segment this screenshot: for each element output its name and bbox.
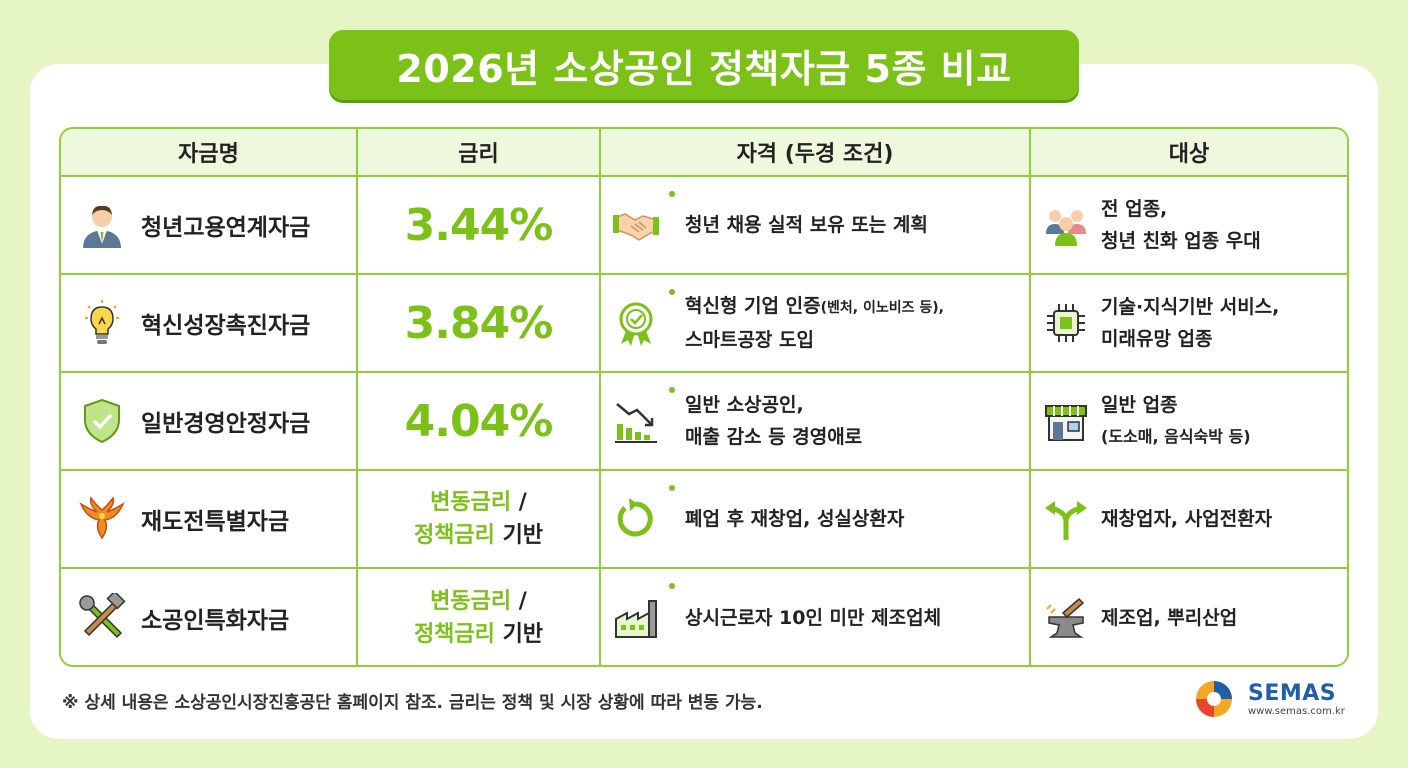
header-name: 자금명: [61, 129, 358, 175]
restart-arrow-icon: [617, 498, 653, 537]
phoenix-icon: [79, 496, 125, 540]
semas-logo: SEMAS www.semas.com.kr: [1192, 678, 1345, 720]
fund-name: 재도전특별자금: [141, 509, 290, 535]
rate-type-policy: 정책금리: [413, 622, 495, 647]
storefront-icon: [1045, 405, 1087, 441]
table-row: 청년고용연계자금 3.44% 청년 채용 실적 보유 또는 계획: [61, 177, 1347, 275]
lightbulb-icon: [85, 300, 119, 344]
target-text: 일반 업종: [1101, 394, 1178, 416]
rate-type-variable: 변동금리: [430, 490, 512, 515]
businessman-icon: [83, 205, 121, 248]
bullet-dot: [669, 485, 675, 491]
target-text: 기술·지식기반 서비스,: [1101, 296, 1280, 318]
anvil-icon: [1046, 597, 1085, 638]
rate-basis: 기반: [494, 523, 544, 548]
header-qualification: 자격 (두경 조건): [601, 129, 1031, 175]
interest-rate: 3.84%: [404, 297, 554, 349]
certificate-badge-icon: [619, 302, 653, 346]
rate-separator: /: [511, 589, 527, 614]
footer-note: ※ 상세 내용은 소상공인시장진흥공단 홈페이지 참조. 금리는 정책 및 시장…: [62, 693, 763, 713]
fund-name: 혁신성장촉진자금: [141, 313, 311, 339]
fund-name: 소공인특화자금: [141, 608, 290, 634]
handshake-icon: [613, 213, 659, 241]
target-text: 제조업, 뿌리산업: [1101, 607, 1238, 629]
table-row: 혁신성장촉진자금 3.84% 혁신형 기업 인증(벤처, 이노비즈 등), 스마…: [61, 275, 1347, 373]
factory-icon: [615, 600, 657, 638]
fund-name: 일반경영안정자금: [141, 411, 311, 437]
qualification-text: 일반 소상공인,: [685, 394, 804, 416]
rate-basis: 기반: [494, 622, 544, 647]
qualification-text: 스마트공장 도입: [685, 329, 814, 351]
interest-rate: 4.04%: [404, 395, 554, 447]
people-group-icon: [1046, 210, 1086, 246]
target-text: 재창업자, 사업전환자: [1101, 508, 1273, 530]
target-text: 청년 친화 업종 우대: [1101, 230, 1261, 252]
bullet-dot: [669, 387, 675, 393]
rate-type-variable: 변동금리: [430, 589, 512, 614]
bullet-dot: [669, 583, 675, 589]
qualification-text: 청년 채용 실적 보유 또는 계획: [685, 214, 928, 236]
page-title: 2026년 소상공인 정책자금 5종 비교: [329, 30, 1079, 100]
rate-separator: /: [511, 490, 527, 515]
comparison-table: 자금명 금리 자격 (두경 조건) 대상 청년고용연계자금 3.44%: [59, 127, 1349, 667]
tools-icon: [79, 593, 126, 639]
declining-chart-icon: [615, 403, 657, 443]
table-row: 소공인특화자금 변동금리 / 정책금리 기반 상시근로자 10인 미만 제조업체: [61, 569, 1347, 665]
split-arrow-icon: [1045, 501, 1087, 540]
target-text: 전 업종,: [1101, 198, 1168, 220]
header-rate: 금리: [358, 129, 601, 175]
qualification-note: (벤처, 이노비즈 등),: [820, 300, 944, 316]
logo-url: www.semas.com.kr: [1248, 706, 1345, 717]
shield-check-icon: [84, 398, 120, 444]
chip-icon: [1047, 304, 1085, 342]
table-row: 재도전특별자금 변동금리 / 정책금리 기반 폐업 후 재창업, 성실상환자: [61, 471, 1347, 569]
target-text: (도소매, 음식숙박 등): [1101, 427, 1251, 446]
bullet-dot: [669, 191, 675, 197]
rate-type-policy: 정책금리: [413, 523, 495, 548]
target-text: 미래유망 업종: [1101, 328, 1213, 350]
qualification-text: 상시근로자 10인 미만 제조업체: [685, 607, 942, 629]
fund-name: 청년고용연계자금: [141, 215, 311, 241]
table-row: 일반경영안정자금 4.04% 일반 소상공인, 매출 감소 등 경영애로: [61, 373, 1347, 471]
table-header: 자금명 금리 자격 (두경 조건) 대상: [61, 129, 1347, 177]
semas-logo-icon: [1196, 681, 1232, 717]
logo-name: SEMAS: [1248, 681, 1337, 706]
qualification-text: 혁신형 기업 인증: [685, 295, 821, 317]
interest-rate: 3.44%: [404, 199, 554, 251]
qualification-text: 매출 감소 등 경영애로: [685, 426, 863, 448]
bullet-dot: [669, 289, 675, 295]
header-target: 대상: [1168, 142, 1210, 167]
qualification-text: 폐업 후 재창업, 성실상환자: [685, 508, 905, 530]
